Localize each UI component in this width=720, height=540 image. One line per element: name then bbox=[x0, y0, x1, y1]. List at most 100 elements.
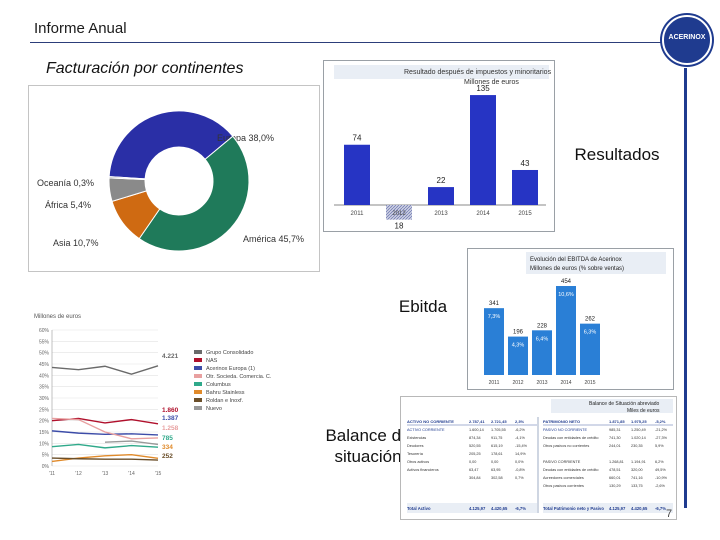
tick-label-2011: 2011 bbox=[489, 380, 500, 386]
assets-cell-3-2: 178,61 bbox=[491, 452, 503, 456]
assets-total-2: 4.420,65 bbox=[491, 506, 508, 511]
pie-label-asia: Asia 10,7% bbox=[53, 238, 99, 248]
assets-cell-4-0: Otros activos bbox=[407, 460, 429, 464]
chart-title: Millones de euros bbox=[34, 314, 81, 320]
legend-label-3: Otr. Socieda. Comercia. C. bbox=[206, 374, 272, 380]
liabilities-cell-4-1: 1.268,81 bbox=[609, 460, 624, 464]
assets-cell-1-0: Existencias bbox=[407, 436, 426, 440]
x-tick-2: '13 bbox=[102, 471, 109, 477]
liabilities-header-0: PATRIMONIO NETO bbox=[543, 419, 580, 424]
assets-cell-2-1: 520,55 bbox=[469, 444, 481, 448]
assets-cell-5-3: -0,8% bbox=[515, 468, 526, 472]
series-line-2 bbox=[51, 430, 159, 436]
liabilities-cell-6-3: -10,9% bbox=[655, 476, 668, 480]
series-line-3 bbox=[51, 417, 159, 440]
bar-value-2013: 228 bbox=[537, 323, 548, 329]
liabilities-cell-7-0: Otros pasivos corrientes bbox=[543, 484, 584, 488]
x-tick-1: '12 bbox=[75, 471, 82, 477]
y-tick-7: 35% bbox=[39, 385, 50, 391]
legend-swatch-3 bbox=[194, 374, 202, 378]
bar-pct-2014: 10,6% bbox=[558, 292, 574, 298]
pie-label-europa: Europa 38,0% bbox=[217, 133, 274, 143]
liabilities-cell-1-0: Deudas con entidades de crédito bbox=[543, 436, 599, 440]
y-tick-5: 25% bbox=[39, 407, 50, 413]
assets-cell-3-1: 205,25 bbox=[469, 452, 481, 456]
table-title: Balance de Situación abreviado bbox=[589, 401, 660, 407]
tick-label-2013: 2013 bbox=[536, 380, 547, 386]
header-divider bbox=[30, 42, 670, 43]
liabilities-total-3: -6,7% bbox=[655, 506, 666, 511]
y-tick-10: 50% bbox=[39, 351, 50, 357]
y-tick-8: 40% bbox=[39, 373, 50, 379]
liabilities-cell-1-3: -27,3% bbox=[655, 436, 668, 440]
bar-pct-2011: 7,3% bbox=[488, 314, 501, 320]
assets-cell-6-3: 0,7% bbox=[515, 476, 524, 480]
legend-label-4: Columbus bbox=[206, 382, 231, 388]
bar-2014 bbox=[556, 286, 576, 375]
column-divider bbox=[537, 417, 539, 513]
series-end-label-1: 1.860 bbox=[162, 407, 179, 414]
liabilities-cell-7-3: -2,6% bbox=[655, 484, 666, 488]
bar-value-2012: 196 bbox=[513, 330, 524, 336]
sales-line-chart: Millones de euros 0% 5% 10% 15% 20% 25% 30% 35% 4… bbox=[34, 314, 272, 477]
legend-label-7: Nuevo bbox=[206, 406, 222, 412]
assets-cell-0-2: 1.705,55 bbox=[491, 428, 506, 432]
pie-chart-panel: Europa 38,0% América 45,7% Asia 10,7% Áfric… bbox=[28, 85, 320, 272]
pie-slice-oceanía bbox=[108, 176, 146, 181]
chart-title: Resultado después de impuestos y minorit… bbox=[404, 69, 552, 76]
legend-label-6: Roldan e Inoxf. bbox=[206, 398, 243, 404]
assets-cell-0-1: 1.600,14 bbox=[469, 428, 484, 432]
liabilities-cell-7-2: 133,75 bbox=[631, 484, 643, 488]
assets-cell-3-3: 14,9% bbox=[515, 452, 526, 456]
liabilities-cell-0-1: 985,31 bbox=[609, 428, 621, 432]
series-line-4 bbox=[51, 443, 159, 449]
bar-pct-2013: 6,4% bbox=[536, 336, 549, 342]
series-line-7 bbox=[104, 440, 159, 446]
bar-value-2011: 341 bbox=[489, 301, 500, 307]
legend-label-1: NAS bbox=[206, 358, 218, 364]
continent-pie-chart: Europa 38,0% América 45,7% Asia 10,7% Áfric… bbox=[37, 110, 304, 252]
section-title-facturacion: Facturación por continentes bbox=[46, 60, 244, 77]
liabilities-cell-2-1: 244,01 bbox=[609, 444, 621, 448]
bar-2011 bbox=[484, 308, 504, 375]
y-tick-0: 0% bbox=[42, 464, 50, 470]
assets-header-2: 2.721,45 bbox=[491, 419, 507, 424]
bar-2013 bbox=[428, 187, 454, 205]
liabilities-cell-1-1: 741,30 bbox=[609, 436, 621, 440]
legend-swatch-6 bbox=[194, 398, 202, 402]
liabilities-cell-5-0: Deudas con entidades de crédito bbox=[543, 468, 599, 472]
x-tick-0: '11 bbox=[49, 471, 55, 477]
liabilities-total-band bbox=[543, 503, 673, 513]
bar-value-2011: 74 bbox=[353, 134, 362, 143]
liabilities-cell-6-0: Acreedores comerciales bbox=[543, 476, 584, 480]
assets-cell-3-0: Tesorería bbox=[407, 452, 424, 456]
pie-slice-europa bbox=[108, 110, 234, 180]
tick-label-2014: 2014 bbox=[476, 211, 490, 217]
assets-cell-1-2: 911,75 bbox=[491, 436, 502, 440]
liabilities-cell-4-2: 1.194,91 bbox=[631, 460, 646, 464]
tick-label-2015: 2015 bbox=[518, 211, 532, 217]
assets-cell-5-0: Activos financieros bbox=[407, 468, 439, 472]
chart-subtitle: Millones de euros bbox=[464, 79, 519, 86]
bar-2014 bbox=[470, 95, 496, 205]
legend-swatch-2 bbox=[194, 366, 202, 370]
series-line-0 bbox=[51, 365, 159, 375]
liabilities-total-2: 4.420,65 bbox=[631, 506, 648, 511]
bar-2015 bbox=[512, 169, 538, 205]
side-divider bbox=[684, 68, 687, 508]
assets-cell-2-2: 615,19 bbox=[491, 444, 503, 448]
pie-label-áfrica: África 5,4% bbox=[45, 200, 91, 210]
series-end-label-0: 4.221 bbox=[162, 353, 179, 360]
tick-label-2011: 2011 bbox=[351, 211, 365, 217]
series-end-label-6: 252 bbox=[162, 453, 173, 460]
y-tick-4: 20% bbox=[39, 419, 50, 425]
bar-value-2015: 43 bbox=[521, 159, 530, 168]
liabilities-header-2: 1.975,25 bbox=[631, 419, 647, 424]
bar-2012 bbox=[386, 205, 412, 220]
bar-pct-2012: 4,3% bbox=[512, 343, 525, 349]
chart-title: Evolución del EBITDA de Acerinox bbox=[530, 257, 622, 263]
assets-cell-6-2: 302,58 bbox=[491, 476, 503, 480]
chart-title-band bbox=[526, 252, 666, 274]
series-end-label-3: 1.258 bbox=[162, 425, 179, 432]
